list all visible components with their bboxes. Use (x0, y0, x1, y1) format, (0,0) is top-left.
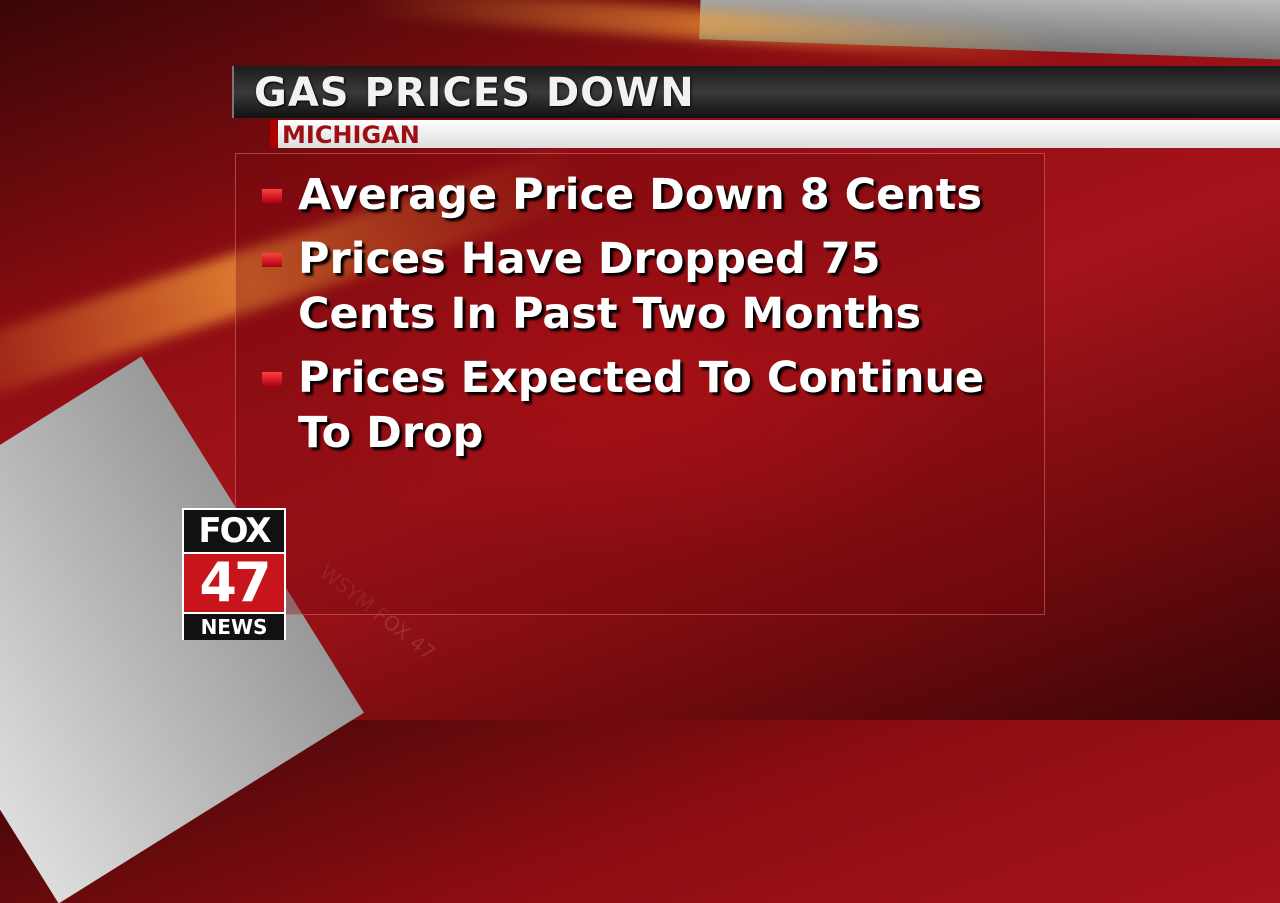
bullet: Prices Expected To Continue To Drop (262, 351, 1002, 461)
bullet-marker (262, 253, 282, 267)
logo-text: FOX (184, 510, 284, 552)
logo-text: 47 (184, 554, 284, 612)
bullet-marker (262, 372, 282, 386)
subtitle-bar: MICHIGAN (270, 120, 1280, 149)
content-panel (235, 153, 1045, 615)
bullet-text: Prices Expected To Continue To Drop (298, 353, 985, 458)
bullet-text: Average Price Down 8 Cents (298, 170, 983, 220)
station-logo: FOX 47 NEWS (182, 508, 286, 640)
bullet-text: Prices Have Dropped 75 Cents In Past Two… (298, 234, 922, 339)
bullet-list: Average Price Down 8 Cents Prices Have Dr… (262, 168, 1002, 470)
logo-text: NEWS (184, 614, 284, 640)
bullet: Prices Have Dropped 75 Cents In Past Two… (262, 232, 1002, 342)
bullet: Average Price Down 8 Cents (262, 168, 1002, 223)
subtitle: MICHIGAN (282, 121, 420, 149)
title-bar: GAS PRICES DOWN (232, 66, 1280, 118)
bullet-marker (262, 189, 282, 203)
title: GAS PRICES DOWN (254, 70, 695, 116)
